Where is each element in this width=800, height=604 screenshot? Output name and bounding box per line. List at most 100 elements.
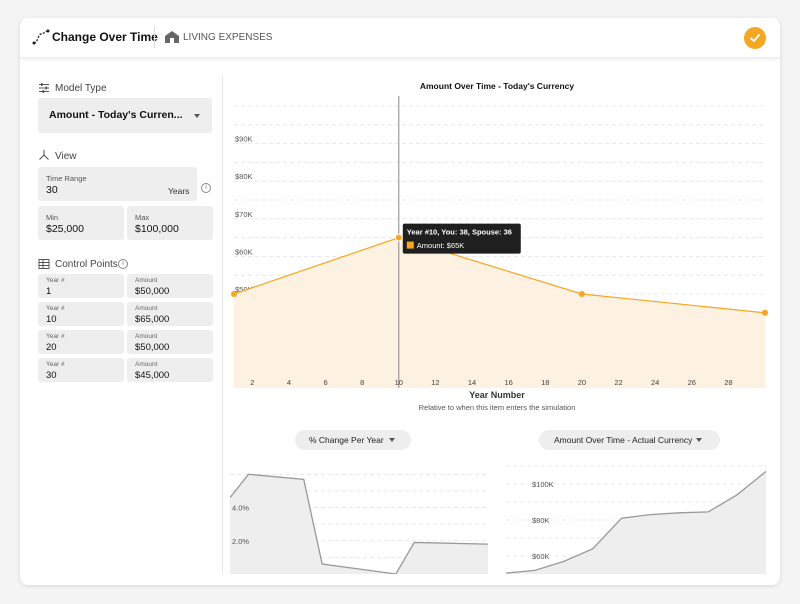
control-point-amount-field[interactable]: Amount $45,000 — [127, 358, 213, 382]
amount-label: Amount — [135, 277, 158, 284]
header-divider — [154, 26, 155, 48]
min-value: $25,000 — [46, 223, 84, 235]
x-tick-label: 20 — [578, 378, 586, 387]
x-tick-label: 2 — [250, 378, 254, 387]
house-icon — [165, 31, 179, 43]
model-type-value: Amount - Today's Curren... — [49, 109, 183, 121]
card-header: Change Over Time LIVING EXPENSES — [20, 18, 780, 58]
amount-value: $50,000 — [135, 342, 170, 353]
x-tick-label: 4 — [287, 378, 291, 387]
control-point-year-field[interactable]: Year # 10 — [38, 302, 124, 326]
series-area — [230, 474, 488, 574]
checkmark-icon — [750, 34, 760, 42]
year-label: Year # — [46, 361, 65, 368]
time-range-value: 30 — [46, 184, 58, 196]
control-point-amount-field[interactable]: Amount $50,000 — [127, 274, 213, 298]
chevron-down-icon — [194, 114, 200, 118]
pct-change-select[interactable]: % Change Per Year — [295, 430, 411, 450]
time-range-unit: Years — [168, 186, 190, 196]
x-tick-label: 16 — [504, 378, 512, 387]
chevron-down-icon — [389, 438, 395, 442]
model-type-label: Model Type — [55, 83, 107, 94]
chart-title: Amount Over Time - Today's Currency — [420, 81, 575, 91]
year-label: Year # — [46, 333, 65, 340]
y-tick-label: $80K — [532, 516, 550, 525]
tooltip-box — [402, 223, 521, 254]
axes-icon — [39, 150, 49, 160]
hover-point — [394, 233, 403, 242]
control-point-amount-field[interactable]: Amount $65,000 — [127, 302, 213, 326]
y-tick-label: $100K — [532, 480, 554, 489]
y-tick-label: $90K — [235, 135, 253, 144]
year-value: 30 — [46, 370, 57, 381]
model-type-select[interactable]: Amount - Today's Curren... — [38, 98, 212, 133]
control-points-label: Control Points — [55, 259, 118, 270]
data-point[interactable] — [762, 309, 768, 316]
y-tick-label: $60K — [235, 247, 253, 256]
x-tick-label: 8 — [360, 378, 364, 387]
amount-label: Amount — [135, 305, 158, 312]
max-field[interactable]: Max $100,000 — [127, 206, 213, 240]
y-tick-label: $50K — [235, 285, 253, 294]
view-label: View — [55, 151, 77, 162]
data-point[interactable] — [231, 291, 237, 297]
chevron-down-icon — [696, 438, 702, 442]
tooltip-title: Year #10, You: 38, Spouse: 36 — [407, 228, 512, 237]
min-field[interactable]: Min $25,000 — [38, 206, 124, 240]
min-label: Min — [46, 213, 59, 222]
year-label: Year # — [46, 277, 65, 284]
table-icon — [38, 259, 50, 269]
x-tick-label: 10 — [395, 378, 403, 387]
amount-label: Amount — [135, 333, 158, 340]
year-value: 10 — [46, 314, 57, 325]
year-value: 20 — [46, 342, 57, 353]
x-tick-label: 22 — [614, 378, 622, 387]
control-point-year-field[interactable]: Year # 1 — [38, 274, 124, 298]
x-tick-label: 26 — [688, 378, 696, 387]
sliders-icon — [39, 83, 49, 93]
actual-currency-select[interactable]: Amount Over Time - Actual Currency — [539, 430, 720, 450]
x-tick-label: 6 — [323, 378, 327, 387]
pct-change-title: % Change Per Year — [309, 435, 384, 445]
amount-value: $45,000 — [135, 370, 170, 381]
max-label: Max — [135, 213, 150, 222]
panel-divider — [222, 76, 223, 574]
change-over-time-card: Change Over Time LIVING EXPENSES Model T… — [20, 18, 780, 585]
header-subtitle: LIVING EXPENSES — [183, 32, 273, 43]
pct-change-chart[interactable]: 2.0% 4.0% — [230, 454, 488, 574]
max-value: $100,000 — [135, 223, 179, 235]
series-line — [506, 470, 766, 574]
amount-value: $50,000 — [135, 286, 170, 297]
time-range-field[interactable]: Time Range 30 Years — [38, 167, 197, 201]
confirm-button[interactable] — [744, 27, 766, 49]
tooltip: Year #10, You: 38, Spouse: 36 Amount: $65… — [402, 223, 521, 254]
y-tick-label: $70K — [235, 210, 253, 219]
control-point-year-field[interactable]: Year # 20 — [38, 330, 124, 354]
amount-value: $65,000 — [135, 314, 170, 325]
control-point-year-field[interactable]: Year # 30 — [38, 358, 124, 382]
x-tick-label: 12 — [431, 378, 439, 387]
header-title: Change Over Time — [52, 30, 158, 44]
main-chart[interactable]: Amount Over Time - Today's Currency $30K… — [223, 76, 780, 421]
actual-currency-title: Amount Over Time - Actual Currency — [554, 435, 693, 445]
time-range-label: Time Range — [46, 174, 87, 183]
trend-curve-icon — [32, 29, 50, 45]
x-axis-label: Year Number — [469, 390, 525, 400]
control-point-amount-field[interactable]: Amount $50,000 — [127, 330, 213, 354]
info-icon[interactable]: i — [201, 183, 211, 193]
series-area — [506, 471, 766, 574]
series-line — [233, 236, 766, 314]
tooltip-swatch — [406, 241, 414, 249]
x-tick-label: 28 — [724, 378, 732, 387]
x-tick-label: 14 — [468, 378, 476, 387]
series-area — [234, 237, 765, 388]
series-line — [230, 473, 488, 574]
info-icon[interactable]: i — [118, 259, 128, 269]
year-label: Year # — [46, 305, 65, 312]
actual-currency-chart[interactable]: $60K $80K $100K — [506, 454, 766, 574]
data-point[interactable] — [578, 291, 585, 297]
y-tick-label: 2.0% — [232, 537, 249, 546]
x-tick-label: 24 — [651, 378, 659, 387]
x-tick-label: 18 — [541, 378, 549, 387]
y-tick-label: $80K — [235, 172, 253, 181]
